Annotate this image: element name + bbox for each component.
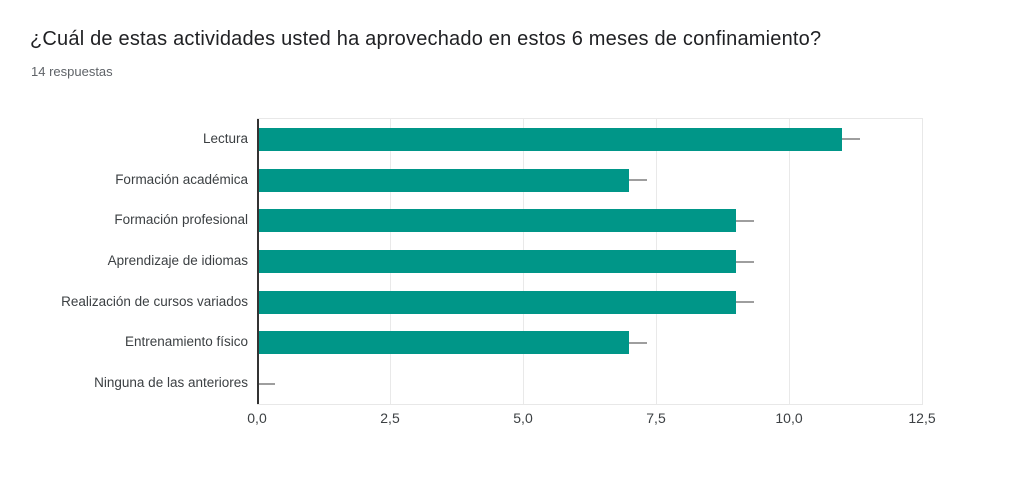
bar-rows <box>257 119 922 404</box>
response-count: 14 respuestas <box>31 64 113 79</box>
category-label: Formación académica <box>115 171 248 187</box>
bar[interactable] <box>257 127 843 151</box>
bar[interactable] <box>257 250 736 273</box>
x-axis-tick-labels: 0,0 2,5 5,0 7,5 10,0 12,5 <box>247 410 935 430</box>
category-labels: Lectura Formación académica Formación prof… <box>0 118 248 403</box>
category-label: Aprendizaje de idiomas <box>107 252 248 268</box>
bar-whisker <box>842 138 861 141</box>
bar-whisker <box>735 260 754 263</box>
bar[interactable] <box>257 290 736 314</box>
category-label: Entrenamiento físico <box>124 334 248 350</box>
category-label: Ninguna de las anteriores <box>94 375 248 391</box>
category-label: Formación profesional <box>114 212 248 228</box>
x-tick-label: 10,0 <box>775 410 803 426</box>
bar-whisker <box>629 179 648 182</box>
y-axis-line <box>257 119 259 404</box>
bar-whisker <box>629 341 648 344</box>
bar-row <box>257 323 922 364</box>
chart-title: ¿Cuál de estas actividades usted ha apro… <box>30 28 822 50</box>
bar[interactable] <box>257 168 630 192</box>
x-tick-label: 5,0 <box>513 410 533 426</box>
bar-whisker <box>257 382 275 385</box>
grid-line <box>789 119 790 404</box>
x-tick-label: 12,5 <box>908 410 936 426</box>
bar-row <box>257 282 922 323</box>
category-label: Lectura <box>202 130 248 146</box>
bar-row <box>257 119 922 160</box>
plot-area <box>257 118 923 405</box>
bar[interactable] <box>257 331 630 355</box>
x-tick-label: 2,5 <box>380 410 400 426</box>
bar-row <box>257 160 922 201</box>
x-tick-label: 0,0 <box>247 410 267 426</box>
bar-row <box>257 241 922 282</box>
bar-row <box>257 200 922 241</box>
x-tick-label: 7,5 <box>646 410 666 426</box>
category-label: Realización de cursos variados <box>61 293 248 309</box>
bar-whisker <box>735 301 754 304</box>
bar-row <box>257 363 922 404</box>
bar[interactable] <box>257 209 736 233</box>
bar-whisker <box>735 219 754 222</box>
